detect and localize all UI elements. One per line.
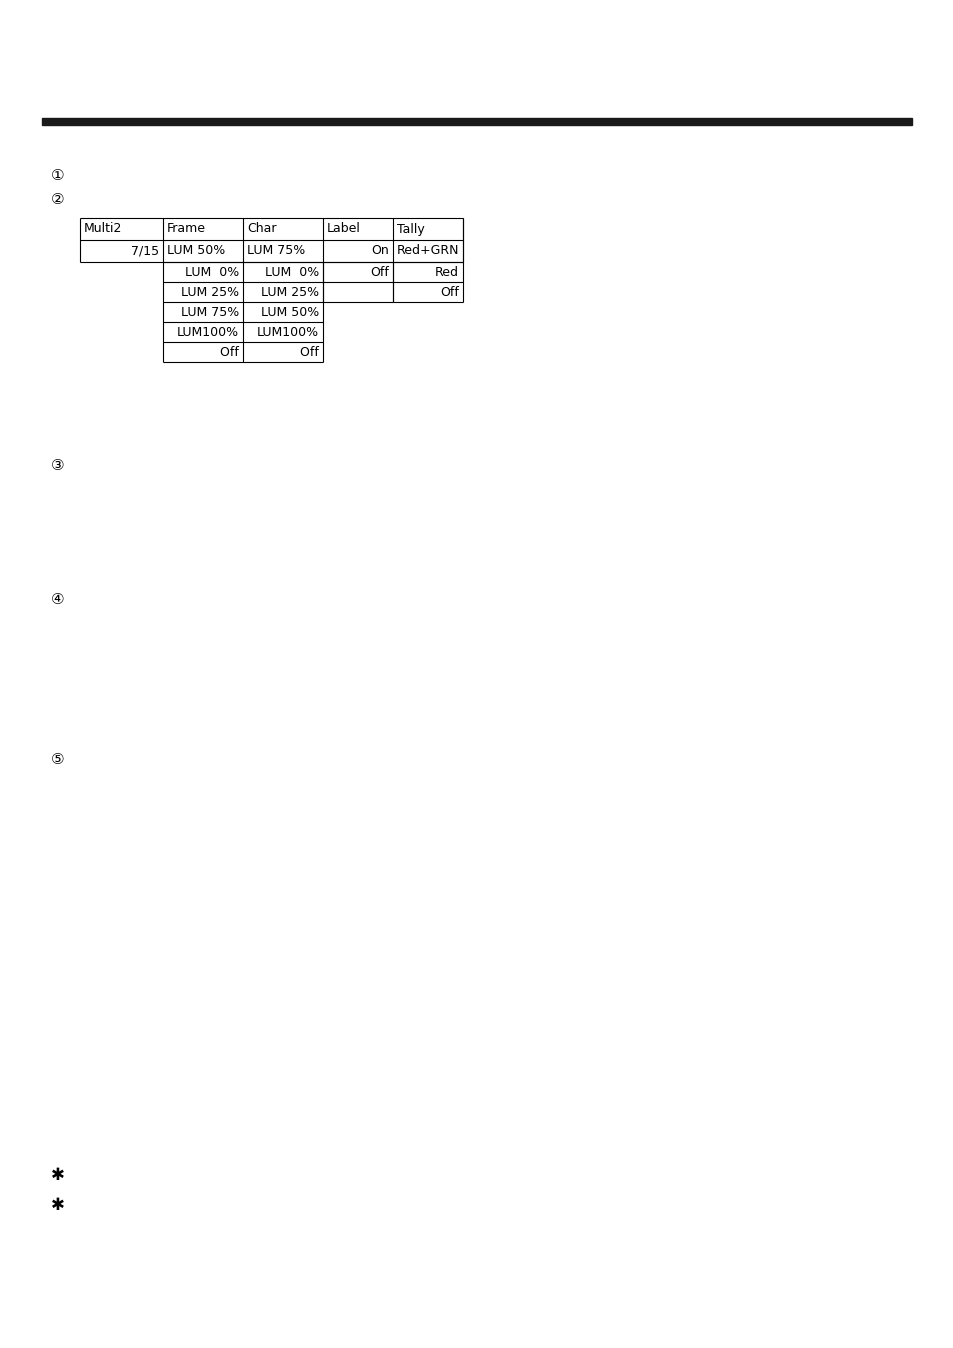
Text: Off: Off [288, 345, 318, 359]
Text: LUM  0%: LUM 0% [265, 266, 318, 279]
Text: Tally: Tally [396, 222, 424, 236]
Text: Red+GRN: Red+GRN [396, 244, 459, 257]
Text: LUM 50%: LUM 50% [167, 244, 225, 257]
Text: Multi2: Multi2 [84, 222, 122, 236]
Text: ✱: ✱ [51, 1166, 65, 1184]
Text: LUM 25%: LUM 25% [260, 286, 318, 298]
Text: LUM 50%: LUM 50% [260, 306, 318, 318]
Text: LUM  0%: LUM 0% [185, 266, 239, 279]
Text: Frame: Frame [167, 222, 206, 236]
Text: Char: Char [247, 222, 276, 236]
Text: ①: ① [51, 167, 65, 182]
Text: Off: Off [370, 266, 389, 279]
Text: Off: Off [439, 286, 458, 298]
Text: On: On [371, 244, 389, 257]
Text: LUM 25%: LUM 25% [181, 286, 239, 298]
Text: 7/15: 7/15 [131, 244, 159, 257]
Text: LUM 75%: LUM 75% [247, 244, 305, 257]
Text: ⑤: ⑤ [51, 752, 65, 767]
Text: ④: ④ [51, 593, 65, 608]
Text: LUM100%: LUM100% [176, 325, 239, 338]
Text: LUM100%: LUM100% [256, 325, 318, 338]
Text: LUM 75%: LUM 75% [180, 306, 239, 318]
Bar [42, 119, 911, 125]
Text: Label: Label [327, 222, 360, 236]
Text: Off: Off [208, 345, 239, 359]
Text: ②: ② [51, 193, 65, 208]
Text: Red: Red [435, 266, 458, 279]
Text: ✱: ✱ [51, 1196, 65, 1215]
Text: ③: ③ [51, 457, 65, 473]
